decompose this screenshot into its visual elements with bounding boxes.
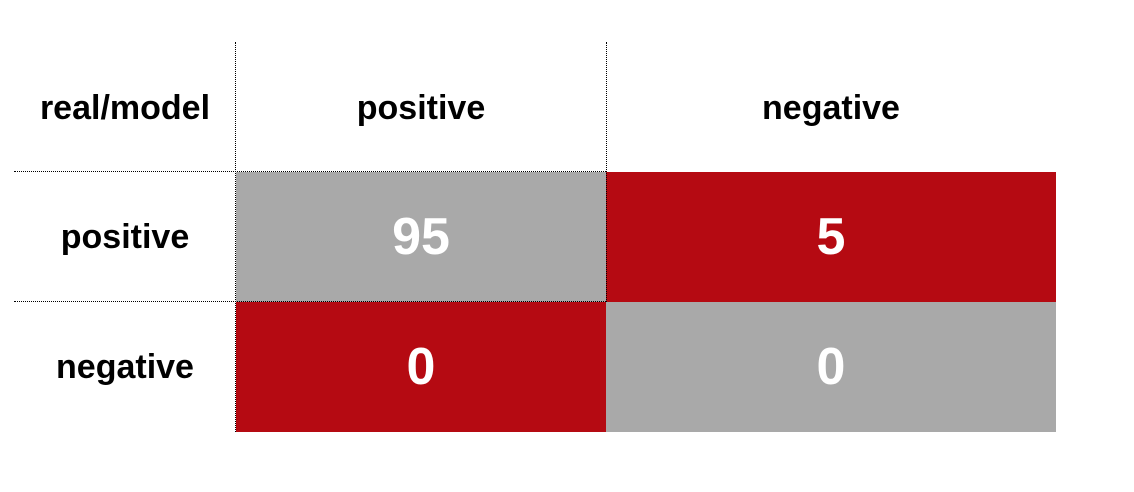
row-header-positive: positive [60,217,190,256]
grid-line-horizontal-2 [14,301,606,302]
cell-true-negative: 0 [606,302,1056,432]
cell-false-negative: 5 [606,172,1056,302]
col-header-positive: positive [356,88,486,127]
row-header-negative: negative [56,347,194,386]
corner-label: real/model [39,88,211,127]
cell-true-positive: 95 [236,172,606,302]
grid-line-vertical-2 [606,42,607,302]
grid-line-vertical-1 [235,42,236,432]
cell-false-positive: 0 [236,302,606,432]
col-header-negative: negative [762,88,900,127]
grid-line-horizontal-1 [14,171,606,172]
